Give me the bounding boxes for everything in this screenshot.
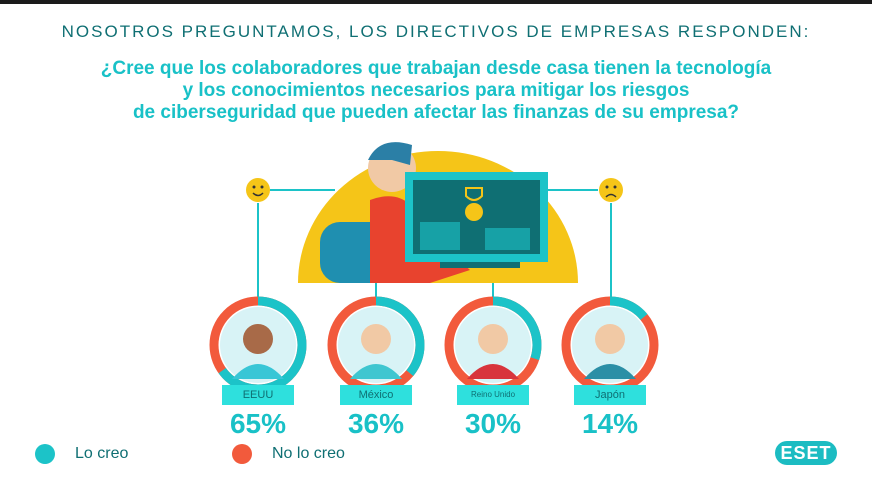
avatar-face [243,324,273,354]
donut-slice-yes [327,296,425,394]
eset-logo: ESET [775,441,837,465]
monitor [405,172,548,268]
question: ¿Cree que los colaboradores que trabajan… [0,58,872,124]
legend-no: No lo creo [232,444,345,464]
avatar-body [232,364,284,379]
avatar-face [478,324,508,354]
legend-label: No lo creo [272,445,345,462]
legend-yes: Lo creo [35,444,128,464]
happy-face-icon [246,178,270,202]
question-line: de ciberseguridad que pueden afectar las… [132,102,740,123]
question-line: y los conocimientos necesarios para miti… [182,80,690,101]
legend-label: Lo creo [75,445,129,462]
heading: NOSOTROS PREGUNTAMOS, LOS DIRECTIVOS DE … [61,22,811,41]
legend-swatch-no [232,444,252,464]
country-label: Japón [574,385,646,405]
connector-lines [257,189,612,297]
country-label: Reino Unido [457,385,529,405]
avatar-body [584,364,636,379]
avatar-face [595,324,625,354]
avatar-face [361,324,391,354]
data-label: 14% [581,408,639,439]
data-label: 30% [464,408,522,439]
country-label: México [340,385,412,405]
avatar-body [467,364,519,379]
data-label: 65% [229,408,287,439]
sad-face-icon [599,178,623,202]
donut-slice-yes [444,296,542,394]
top-border [0,0,872,4]
data-label: 36% [347,408,405,439]
country-label: EEUU [222,385,294,405]
donut-slice-yes [561,296,659,394]
question-line: ¿Cree que los colaboradores que trabajan… [100,58,772,79]
legend-swatch-yes [35,444,55,464]
avatar-body [350,364,402,379]
